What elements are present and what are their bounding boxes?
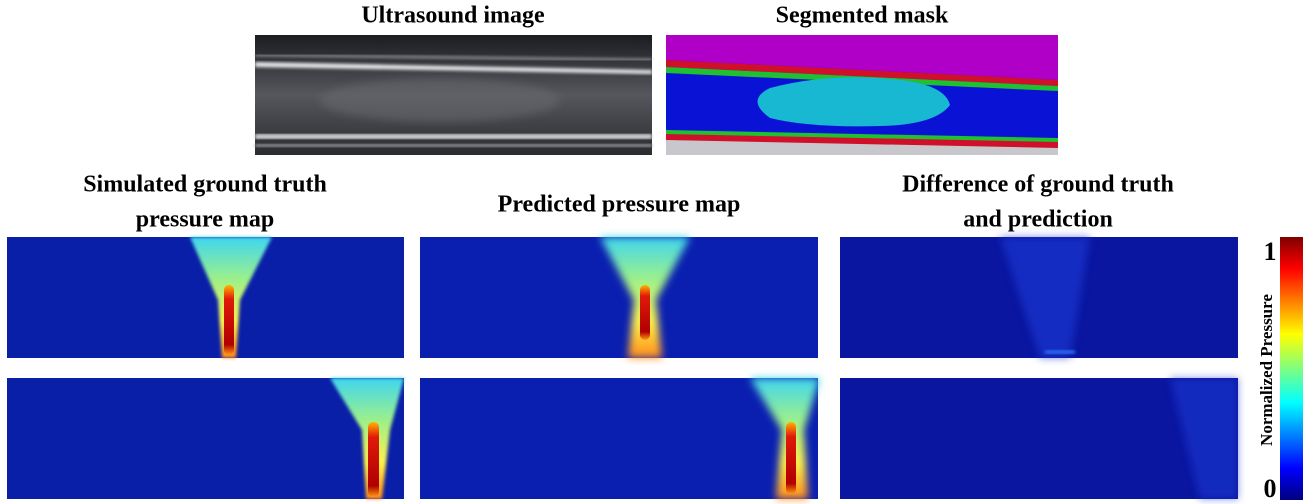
colorbar — [1280, 237, 1303, 500]
ultrasound-title: Ultrasound image — [361, 3, 545, 29]
mask-title: Segmented mask — [776, 3, 949, 29]
column-title: Simulated ground truth — [83, 172, 327, 198]
predicted-map — [420, 237, 818, 358]
difference-map — [840, 237, 1238, 358]
column-title: and prediction — [963, 207, 1113, 233]
ground-truth-map — [7, 378, 404, 499]
column-title: Difference of ground truth — [902, 172, 1174, 198]
difference-map — [840, 378, 1238, 499]
colorbar-max: 1 — [1264, 237, 1277, 266]
column-title: Predicted pressure map — [498, 192, 741, 218]
colorbar-min: 0 — [1264, 474, 1277, 503]
predicted-map — [420, 378, 820, 499]
segmented-mask — [666, 35, 1058, 155]
column-title: pressure map — [136, 207, 274, 233]
colorbar-label: Normalized Pressure — [1257, 294, 1276, 446]
ultrasound-image — [254, 35, 653, 155]
ground-truth-map — [7, 237, 404, 358]
